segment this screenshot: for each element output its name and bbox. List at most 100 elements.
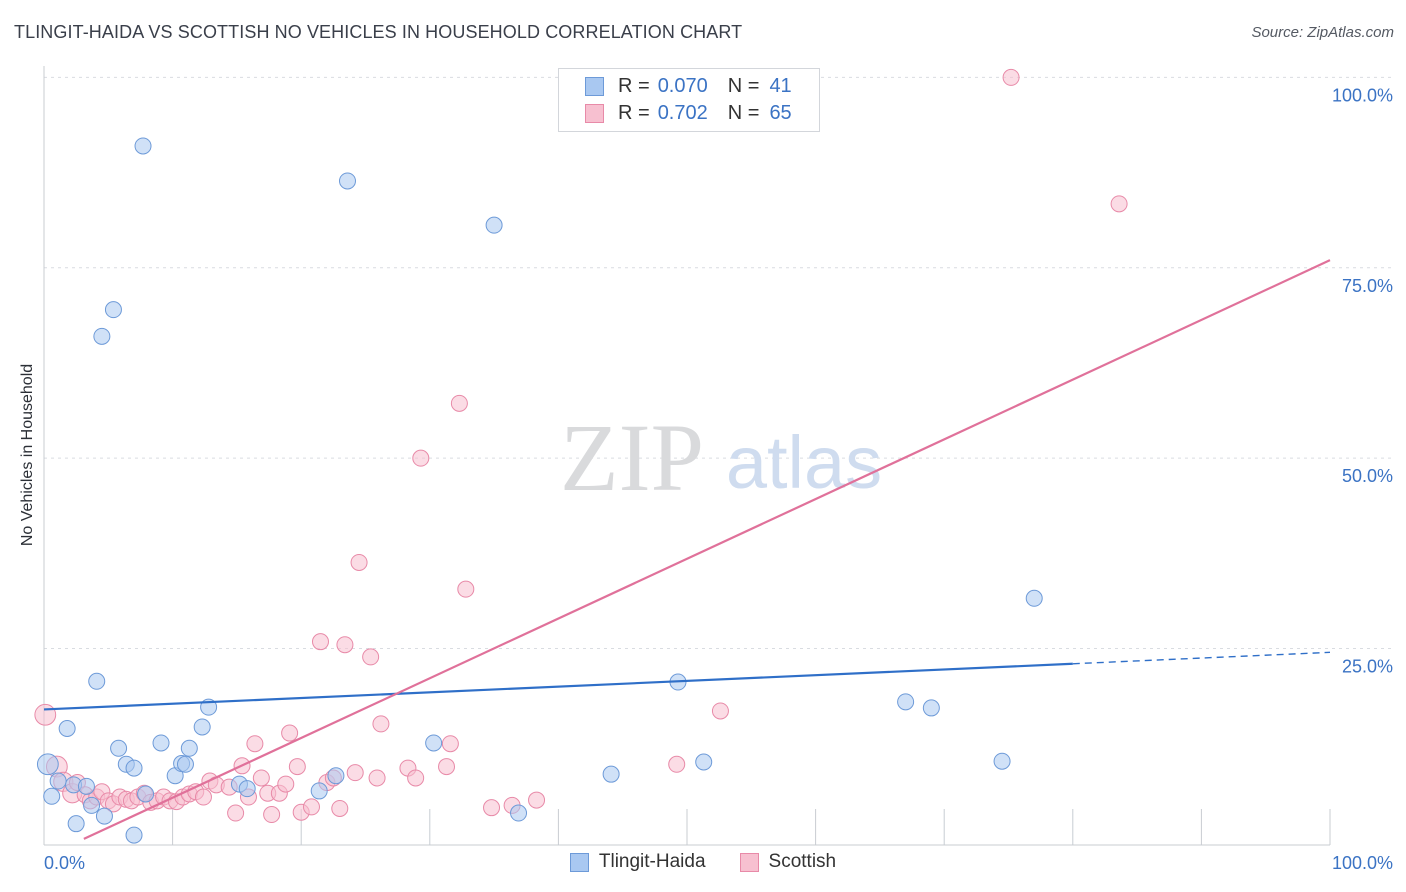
data-point: [441, 735, 459, 753]
data-point: [110, 739, 128, 757]
legend-item-scottish[interactable]: Scottish: [739, 851, 837, 873]
data-point: [58, 719, 76, 737]
stats-legend: R = 0.070 N = 41 R = 0.702 N = 65: [558, 68, 820, 132]
trend-line-tlingit-haida-extension: [1072, 651, 1331, 665]
data-point: [252, 769, 270, 787]
legend-n-value: 41: [769, 74, 792, 97]
data-point: [194, 788, 212, 806]
data-point: [1025, 589, 1043, 607]
legend-n-value: 65: [769, 101, 792, 124]
tick-labels: 25.0% 50.0% 75.0% 100.0% 0.0% 100.0%: [44, 85, 1393, 873]
data-point: [412, 449, 430, 467]
data-point: [331, 799, 349, 817]
data-point: [711, 702, 729, 720]
data-point: [83, 796, 101, 814]
data-point: [450, 394, 468, 412]
data-point: [176, 755, 194, 773]
gridlines: [44, 76, 1392, 650]
data-point: [36, 753, 59, 776]
data-point: [227, 804, 245, 822]
data-point: [362, 648, 380, 666]
data-point: [93, 327, 111, 345]
legend-row-tlingit-haida: R = 0.070 N = 41: [585, 73, 792, 99]
y-tick-label: 100.0%: [1332, 85, 1393, 105]
x-tick-label-max: 100.0%: [1332, 853, 1393, 873]
data-point: [897, 693, 915, 711]
data-point: [193, 718, 211, 736]
data-point: [346, 764, 364, 782]
x-tick-label-min: 0.0%: [44, 853, 85, 873]
legend-r-value: 0.070: [657, 74, 708, 97]
data-point: [67, 815, 85, 833]
data-point: [695, 753, 713, 771]
data-point: [668, 755, 686, 773]
data-point: [152, 734, 170, 752]
data-point: [246, 735, 264, 753]
legend-row-scottish: R = 0.702 N = 65: [585, 100, 792, 126]
data-point: [77, 777, 95, 795]
data-point: [310, 782, 328, 800]
data-point: [125, 759, 143, 777]
data-point: [338, 172, 356, 190]
data-point: [438, 758, 456, 776]
legend-r-value: 0.702: [657, 101, 708, 124]
trend-line-scottish: [83, 259, 1331, 840]
legend-r-label: R =: [618, 74, 650, 97]
data-point: [180, 739, 198, 757]
data-point: [485, 216, 503, 234]
data-point: [457, 580, 475, 598]
data-point: [327, 767, 345, 785]
data-point: [1110, 195, 1128, 213]
data-point: [350, 553, 368, 571]
axes: [43, 66, 1331, 846]
legend-n-label: N =: [727, 74, 760, 97]
y-tick-label: 50.0%: [1342, 466, 1393, 486]
legend-swatch-pink: [585, 103, 604, 123]
watermark-zip: ZIP: [560, 404, 704, 511]
trend-lines: [43, 259, 1331, 840]
data-point: [125, 826, 143, 844]
data-point: [922, 699, 940, 717]
chart-title: TLINGIT-HAIDA VS SCOTTISH NO VEHICLES IN…: [14, 22, 743, 42]
legend-swatch-blue: [569, 852, 589, 872]
data-point: [425, 734, 443, 752]
legend-n-label: N =: [727, 101, 760, 124]
legend-r-label: R =: [618, 101, 650, 124]
legend-swatch-blue: [585, 76, 604, 96]
data-point: [277, 775, 295, 793]
watermark: ZIP atlas: [560, 404, 882, 511]
data-point: [49, 772, 67, 790]
data-point: [88, 672, 106, 690]
data-point: [407, 769, 425, 787]
data-point: [34, 703, 57, 726]
legend-item-tlingit-haida[interactable]: Tlingit-Haida: [569, 851, 706, 873]
data-point: [263, 806, 281, 824]
data-point: [302, 798, 320, 816]
source-credit: Source: ZipAtlas.com: [1251, 24, 1394, 41]
series-tlingit-haida: [36, 137, 1043, 844]
series-legend: Tlingit-Haida Scottish: [0, 851, 1406, 873]
watermark-atlas: atlas: [726, 421, 882, 504]
legend-label: Scottish: [768, 851, 837, 872]
data-point: [528, 791, 546, 809]
data-point: [311, 633, 329, 651]
data-point: [281, 724, 299, 742]
data-point: [993, 752, 1011, 770]
data-point: [137, 785, 155, 803]
data-point: [372, 715, 390, 733]
data-point: [510, 804, 528, 822]
data-point: [368, 769, 386, 787]
data-point: [43, 787, 61, 805]
data-point: [602, 765, 620, 783]
legend-swatch-pink: [739, 852, 759, 872]
data-point: [288, 758, 306, 776]
data-point: [104, 301, 122, 319]
data-point: [1002, 68, 1020, 86]
legend-label: Tlingit-Haida: [598, 851, 706, 872]
data-point: [483, 799, 501, 817]
data-point: [238, 780, 256, 798]
data-point: [134, 137, 152, 155]
data-point: [336, 636, 354, 654]
trend-line-tlingit-haida: [43, 662, 1073, 711]
